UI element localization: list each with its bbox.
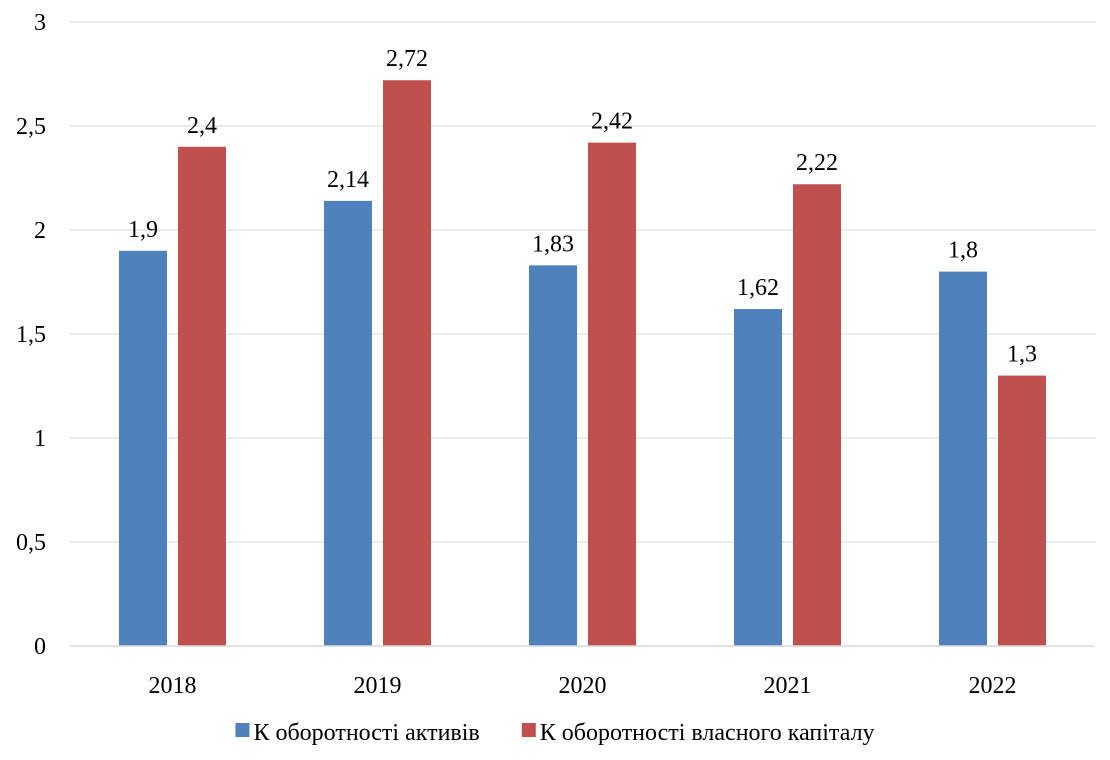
bars — [119, 80, 1046, 647]
data-label: 2,22 — [796, 150, 838, 176]
x-tick-label: 2020 — [559, 673, 607, 699]
legend-swatch — [235, 723, 250, 737]
legend-item-2: К оборотності власного капіталу — [521, 720, 875, 746]
bar-2022-series-2 — [998, 375, 1046, 646]
axes: 0 0,5 1 1,5 2 2,5 3 2018 2019 2020 2021 2022 — [16, 10, 1095, 699]
x-tick-label: 2019 — [354, 673, 402, 699]
data-label: 2,42 — [591, 109, 633, 135]
data-label: 2,4 — [187, 113, 217, 139]
data-label: 1,9 — [128, 217, 158, 243]
legend: К оборотності активів К оборотності власн… — [235, 720, 875, 746]
data-label: 1,3 — [1007, 342, 1037, 368]
y-tick-label: 3 — [34, 10, 46, 36]
bar-2018-series-1 — [119, 250, 167, 647]
y-tick-label: 1 — [34, 426, 46, 452]
data-label: 2,72 — [386, 46, 428, 72]
bar-2020-series-2 — [588, 142, 636, 646]
y-tick-label: 1,5 — [16, 322, 46, 348]
bar-2021-series-2 — [793, 184, 841, 647]
x-tick-label: 2018 — [149, 673, 197, 699]
gridlines — [70, 21, 1095, 543]
bar-2021-series-1 — [734, 309, 782, 646]
bar-2018-series-2 — [178, 146, 226, 647]
y-tick-label: 0 — [34, 634, 46, 660]
data-label: 2,14 — [327, 167, 369, 193]
legend-swatch — [521, 723, 536, 737]
x-tick-label: 2022 — [969, 673, 1017, 699]
data-labels: 1,9 2,4 2,14 2,72 1,83 2,42 1,62 2,22 1,8 1,3 — [128, 46, 1037, 367]
x-tick-label: 2021 — [764, 673, 812, 699]
legend-item-1: К оборотності активів — [235, 720, 480, 746]
data-label: 1,8 — [948, 238, 978, 264]
legend-label: К оборотності активів — [253, 720, 479, 746]
data-label: 1,83 — [532, 231, 574, 257]
bar-2020-series-1 — [529, 265, 577, 646]
data-label: 1,62 — [737, 275, 779, 301]
bar-2022-series-1 — [939, 271, 987, 646]
bar-2019-series-2 — [383, 80, 431, 647]
bar-2019-series-1 — [324, 200, 372, 646]
y-tick-label: 2,5 — [16, 114, 46, 140]
legend-label: К оборотності власного капіталу — [540, 720, 875, 746]
y-tick-label: 0,5 — [16, 530, 46, 556]
y-tick-label: 2 — [34, 218, 46, 244]
